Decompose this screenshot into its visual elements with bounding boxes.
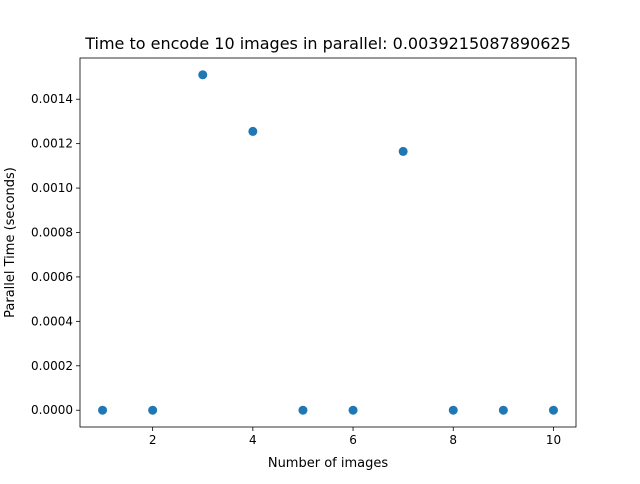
y-tick-label: 0.0002 (31, 359, 73, 373)
y-axis-ticks: 0.0000 0.0002 0.0004 0.0006 0.0008 0.0010 0.00… (31, 92, 80, 417)
x-tick-label: 2 (149, 433, 157, 447)
data-point (548, 405, 558, 415)
x-tick-label: 6 (349, 433, 357, 447)
plot-area-frame (79, 57, 577, 428)
y-axis-label: Parallel Time (seconds) (3, 167, 18, 318)
x-tick-label: 4 (249, 433, 257, 447)
data-point (298, 405, 308, 415)
x-tick-label: 10 (546, 433, 561, 447)
data-point (348, 405, 358, 415)
data-point (248, 126, 258, 136)
x-axis-ticks: 2 4 6 8 10 (149, 427, 561, 447)
data-point (148, 405, 158, 415)
y-tick-label: 0.0008 (31, 226, 73, 240)
y-tick-label: 0.0014 (31, 92, 73, 106)
x-tick-label: 8 (449, 433, 457, 447)
data-point (398, 146, 408, 156)
y-tick-label: 0.0000 (31, 403, 73, 417)
y-tick-label: 0.0012 (31, 137, 73, 151)
chart-title: Time to encode 10 images in parallel: 0.… (84, 34, 571, 53)
data-point (98, 405, 108, 415)
data-point (448, 405, 458, 415)
y-tick-label: 0.0010 (31, 181, 73, 195)
data-point (198, 70, 208, 80)
y-tick-label: 0.0006 (31, 270, 73, 284)
data-points (98, 70, 558, 415)
data-point (498, 405, 508, 415)
y-tick-label: 0.0004 (31, 314, 73, 328)
x-axis-label: Number of images (268, 456, 389, 471)
